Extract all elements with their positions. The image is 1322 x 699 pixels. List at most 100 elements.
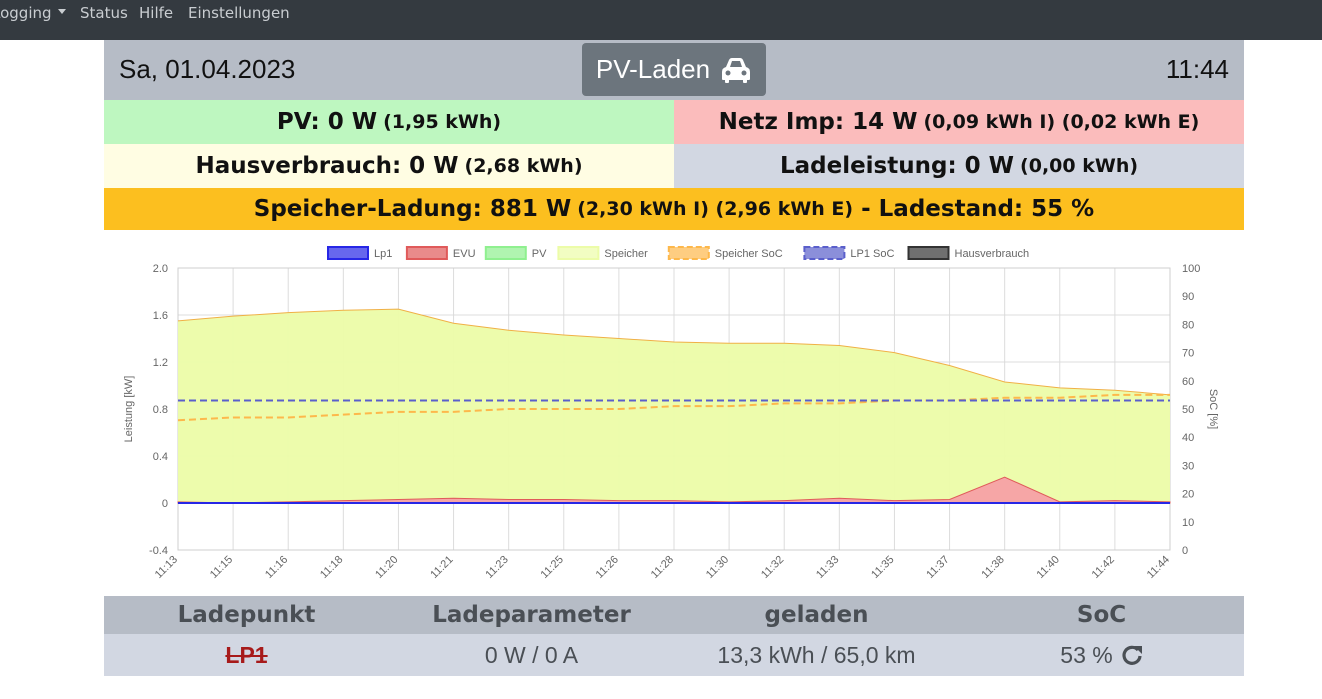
nav-logging-label: Logging [0, 4, 52, 22]
x-tick-label: 11:32 [759, 554, 786, 581]
y-tick-label: 0 [162, 498, 168, 510]
x-tick-label: 11:42 [1090, 554, 1117, 581]
power-chart: 2.0 1.6 1.2 0.8 0.4 0 -0.4 100 90 80 70 60 50 40 30 20 1… [104, 238, 1244, 590]
y-axis-label: Leistung [kW] [123, 376, 135, 443]
charging-power: Ladeleistung: 0 W [779, 153, 1015, 179]
battery-soc: - Ladestand: 55 % [861, 196, 1095, 222]
x-tick-label: 11:13 [153, 554, 180, 581]
main-container: Sa, 01.04.2023 PV-Laden 11:44 PV: 0 W (1… [104, 40, 1244, 230]
y2-tick-label: 90 [1182, 291, 1194, 303]
legend-swatch [667, 246, 710, 260]
x-tick-label: 11:33 [814, 554, 841, 581]
nav-hilfe[interactable]: Hilfe [139, 4, 174, 22]
y-tick-label: 2.0 [153, 263, 168, 275]
pv-power: PV: 0 W [276, 109, 378, 135]
series-speicher-soc [177, 393, 1170, 422]
pv-energy: (1,95 kWh) [383, 111, 502, 133]
x-tick-label: 11:40 [1035, 554, 1062, 581]
y2-axis-label: SoC [%] [1207, 389, 1219, 429]
nav-einstellungen[interactable]: Einstellungen [188, 4, 290, 22]
x-tick-label: 11:30 [704, 554, 731, 581]
x-tick-label: 11:25 [539, 554, 566, 581]
charging-energy: (0,00 kWh) [1020, 155, 1139, 177]
header-ladepunkt: Ladepunkt [177, 602, 316, 628]
house-power: Hausverbrauch: 0 W [195, 153, 459, 179]
y2-tick-label: 30 [1182, 460, 1194, 472]
legend-swatch [405, 246, 448, 260]
chargepoint-table-header: Ladepunkt Ladeparameter geladen SoC [104, 596, 1244, 634]
x-tick-label: 11:20 [373, 554, 400, 581]
battery-power: Speicher-Ladung: 881 W [253, 196, 572, 222]
x-tick-label: 11:21 [428, 554, 455, 581]
y-tick-label: -0.4 [149, 545, 168, 557]
grid-energy: (0,09 kWh I) (0,02 kWh E) [923, 111, 1200, 133]
y2-tick-label: 60 [1182, 376, 1194, 388]
grid-power: Netz Imp: 14 W [718, 109, 918, 135]
legend-swatch [557, 246, 600, 260]
x-tick-label: 11:28 [649, 554, 676, 581]
y2-tick-label: 50 [1182, 404, 1194, 416]
y2-tick-label: 70 [1182, 348, 1194, 360]
series-evu [177, 476, 1171, 504]
header-ladeparameter: Ladeparameter [432, 602, 631, 628]
legend-label: PV [532, 248, 547, 260]
y-tick-label: 1.6 [153, 310, 168, 322]
table-row: LP1 0 W / 0 A 13,3 kWh / 65,0 km 53 % [104, 634, 1244, 676]
x-tick-label: 11:23 [483, 554, 510, 581]
x-tick-label: 11:15 [208, 554, 235, 581]
chargepoint-cell: LP1 [104, 634, 389, 676]
battery-summary: Speicher-Ladung: 881 W (2,30 kWh I) (2,9… [104, 188, 1244, 230]
legend-swatch [327, 246, 369, 260]
chargepoint-table: Ladepunkt Ladeparameter geladen SoC LP1 … [104, 596, 1244, 676]
house-energy: (2,68 kWh) [464, 155, 583, 177]
legend-swatch [803, 246, 846, 260]
top-navbar: Logging Status Hilfe Einstellungen [0, 0, 1322, 40]
y2-tick-label: 0 [1182, 545, 1188, 557]
soc-value: 53 % [1060, 641, 1113, 668]
y2-tick-label: 10 [1182, 517, 1194, 529]
charge-mode-label: PV-Laden [595, 54, 711, 84]
battery-energy: (2,30 kWh I) (2,96 kWh E) [577, 198, 854, 220]
x-tick-label: 11:37 [924, 554, 951, 581]
refresh-icon[interactable] [1121, 644, 1143, 666]
legend-swatch [907, 246, 950, 260]
grid-summary: Netz Imp: 14 W (0,09 kWh I) (0,02 kWh E) [674, 100, 1244, 144]
header-soc: SoC [1076, 602, 1127, 628]
y-tick-label: 0.8 [153, 404, 168, 416]
x-tick-label: 11:16 [263, 554, 290, 581]
nav-status[interactable]: Status [80, 4, 128, 22]
charged-amount: 13,3 kWh / 65,0 km [717, 641, 916, 668]
date-label: Sa, 01.04.2023 [119, 54, 296, 84]
chargepoint-name-link[interactable]: LP1 [225, 641, 268, 668]
legend-label: LP1 SoC [850, 248, 894, 260]
pv-summary: PV: 0 W (1,95 kWh) [104, 100, 674, 144]
y2-tick-label: 100 [1182, 263, 1200, 275]
legend-label: Speicher SoC [715, 248, 783, 260]
x-tick-label: 11:18 [318, 554, 345, 581]
series-speicher-line [177, 308, 1171, 396]
x-tick-label: 11:38 [979, 554, 1006, 581]
house-summary: Hausverbrauch: 0 W (2,68 kWh) [104, 144, 674, 188]
legend-label: EVU [453, 248, 476, 260]
legend-label: Lp1 [374, 248, 392, 260]
car-icon [722, 57, 751, 83]
time-label: 11:44 [1165, 54, 1229, 84]
legend-label: Speicher [604, 248, 648, 260]
x-tick-label: 11:26 [594, 554, 621, 581]
y2-tick-label: 80 [1182, 319, 1194, 331]
y2-tick-label: 20 [1182, 489, 1194, 501]
charge-params: 0 W / 0 A [484, 641, 579, 668]
y-tick-label: 1.2 [153, 357, 168, 369]
legend-label: Hausverbrauch [955, 248, 1030, 260]
x-tick-label: 11:44 [1145, 554, 1172, 581]
nav-logging[interactable]: Logging [0, 4, 66, 22]
charging-summary: Ladeleistung: 0 W (0,00 kWh) [674, 144, 1244, 188]
soc-cell: 53 % [959, 634, 1244, 676]
power-chart-svg: 2.01.61.20.80.40-0.410090807060504030201… [123, 246, 1219, 581]
legend-swatch [484, 246, 527, 260]
header-geladen: geladen [764, 602, 869, 628]
charge-mode-button[interactable]: PV-Laden [582, 43, 766, 96]
y-tick-label: 0.4 [153, 451, 168, 463]
status-header: Sa, 01.04.2023 PV-Laden 11:44 [104, 40, 1244, 100]
x-tick-label: 11:35 [869, 554, 896, 581]
